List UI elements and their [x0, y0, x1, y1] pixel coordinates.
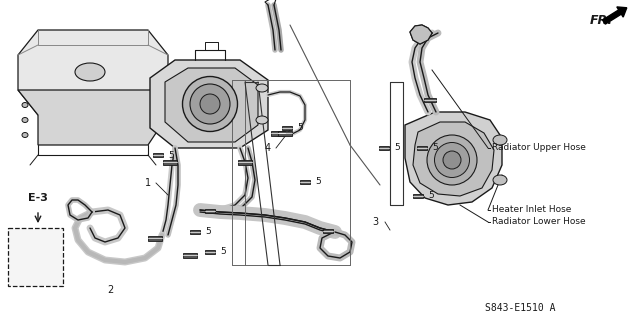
- Bar: [238, 160, 252, 165]
- Polygon shape: [413, 122, 494, 196]
- Ellipse shape: [435, 143, 470, 177]
- Text: 5: 5: [205, 227, 211, 236]
- Bar: [205, 209, 215, 213]
- Bar: [163, 160, 177, 165]
- Bar: [413, 194, 423, 198]
- Bar: [183, 253, 197, 258]
- Text: 3: 3: [372, 217, 378, 227]
- Text: Radiator Lower Hose: Radiator Lower Hose: [492, 218, 586, 226]
- Polygon shape: [405, 112, 502, 205]
- Ellipse shape: [22, 117, 28, 122]
- Ellipse shape: [200, 94, 220, 114]
- Polygon shape: [150, 60, 268, 148]
- Text: 5: 5: [168, 151, 173, 160]
- Text: 4: 4: [265, 143, 271, 153]
- Text: 5: 5: [297, 123, 303, 132]
- Text: 5: 5: [428, 191, 434, 201]
- Ellipse shape: [256, 116, 268, 124]
- Bar: [282, 126, 292, 130]
- Text: S843-E1510 A: S843-E1510 A: [484, 303, 556, 313]
- Bar: [271, 131, 285, 136]
- Text: Radiator Upper Hose: Radiator Upper Hose: [492, 144, 586, 152]
- Polygon shape: [410, 25, 432, 44]
- Bar: [153, 153, 163, 157]
- Ellipse shape: [22, 246, 26, 250]
- Ellipse shape: [182, 77, 237, 131]
- Polygon shape: [18, 90, 168, 145]
- Ellipse shape: [443, 151, 461, 169]
- Bar: [190, 230, 200, 234]
- Ellipse shape: [34, 266, 38, 270]
- Bar: [323, 229, 333, 233]
- Text: 5: 5: [220, 248, 226, 256]
- Ellipse shape: [427, 135, 477, 185]
- Ellipse shape: [256, 84, 268, 92]
- Polygon shape: [18, 30, 168, 115]
- Polygon shape: [165, 68, 258, 142]
- Text: 5: 5: [315, 177, 321, 187]
- Text: 5: 5: [432, 144, 438, 152]
- Ellipse shape: [22, 132, 28, 137]
- Text: 2: 2: [107, 285, 113, 295]
- Ellipse shape: [22, 102, 28, 108]
- Ellipse shape: [493, 135, 507, 145]
- Bar: [379, 146, 389, 150]
- Text: 5: 5: [394, 144, 400, 152]
- Bar: [300, 180, 310, 184]
- Text: 1: 1: [145, 178, 151, 188]
- Bar: [424, 98, 436, 102]
- Ellipse shape: [190, 84, 230, 124]
- Text: FR.: FR.: [590, 13, 613, 26]
- Text: Heater Inlet Hose: Heater Inlet Hose: [492, 205, 572, 214]
- Ellipse shape: [22, 266, 26, 270]
- Bar: [148, 236, 162, 241]
- Bar: [278, 131, 292, 136]
- Text: E-3: E-3: [28, 193, 48, 203]
- Bar: [8, 228, 63, 286]
- Bar: [205, 250, 215, 254]
- FancyArrow shape: [603, 7, 627, 24]
- Ellipse shape: [493, 175, 507, 185]
- Ellipse shape: [34, 246, 38, 250]
- Ellipse shape: [75, 63, 105, 81]
- Bar: [417, 146, 427, 150]
